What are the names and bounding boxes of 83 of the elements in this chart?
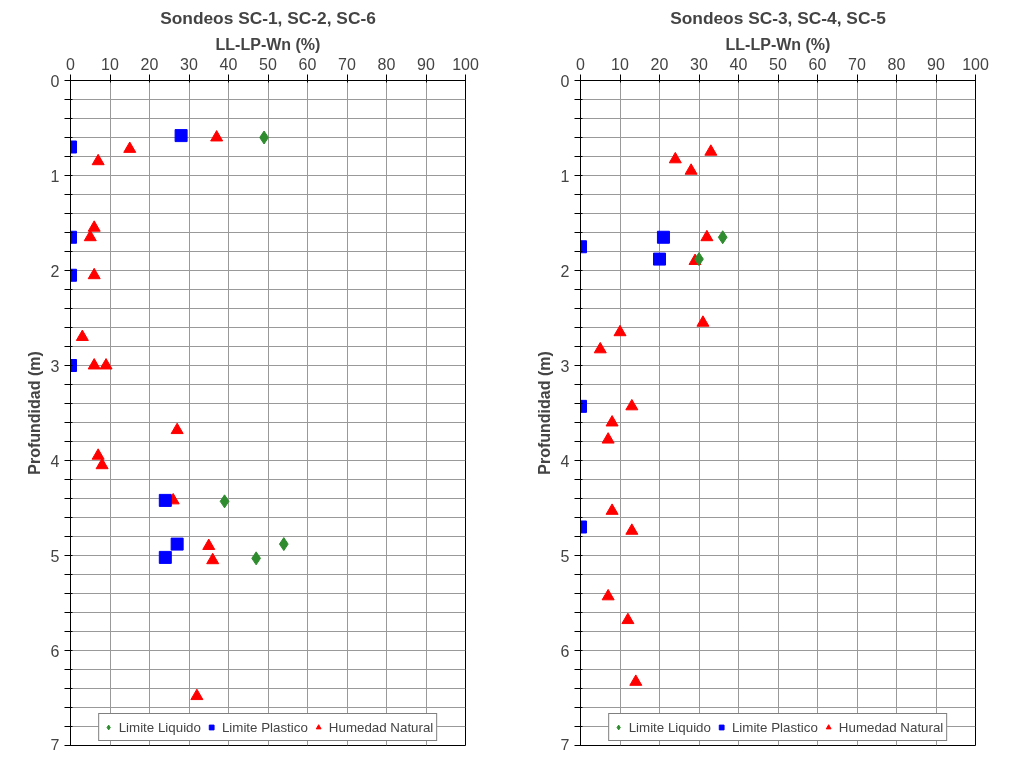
x-tick-label: 10: [611, 55, 629, 73]
x-tick-label: 60: [808, 55, 827, 73]
x-tick-label: 80: [377, 55, 396, 73]
y-tick-label: 2: [560, 262, 570, 280]
point: [613, 324, 627, 337]
y-tick-label: 6: [50, 642, 60, 660]
point: [83, 229, 97, 242]
x-tick-label: 30: [180, 55, 198, 73]
legend-label: Limite Plastico: [731, 719, 818, 735]
point: [75, 329, 89, 341]
point: [219, 494, 230, 509]
x-axis-title: LL-LP-Wn (%): [725, 35, 831, 53]
legend-label: Humedad Natural: [838, 719, 944, 735]
point: [87, 220, 101, 232]
y-tick-label: 1: [560, 167, 570, 185]
point: [605, 415, 619, 427]
legend-label: Limite Plastico: [221, 719, 308, 735]
point: [601, 432, 615, 444]
point: [625, 398, 639, 411]
legend-label: Limite Liquido: [628, 719, 711, 735]
legend-label: Humedad Natural: [328, 719, 434, 735]
x-tick-label: 40: [219, 55, 238, 73]
y-tick-label: 5: [560, 547, 570, 565]
y-axis-title: Profundidad (m): [535, 351, 553, 475]
x-tick-label: 50: [769, 55, 787, 73]
x-tick-label: 0: [576, 55, 586, 73]
y-tick-label: 4: [560, 452, 570, 470]
x-tick-label: 50: [259, 55, 277, 73]
point: [601, 588, 615, 601]
point: [202, 538, 216, 550]
x-tick-label: 90: [417, 55, 435, 73]
x-tick-label: 60: [298, 55, 317, 73]
y-tick-label: 3: [50, 357, 60, 375]
x-tick-label: 100: [962, 55, 989, 73]
y-tick-label: 7: [50, 736, 60, 754]
y-tick-label: 5: [50, 547, 60, 565]
x-tick-label: 70: [848, 55, 866, 73]
point: [123, 141, 137, 153]
chart-title: Sondeos SC-1, SC-2, SC-6: [160, 7, 377, 28]
x-tick-label: 20: [650, 55, 669, 73]
x-axis-title: LL-LP-Wn (%): [215, 35, 321, 53]
legend-label: Limite Liquido: [118, 719, 201, 735]
y-tick-label: 6: [560, 642, 570, 660]
y-tick-label: 2: [50, 262, 60, 280]
x-tick-label: 20: [140, 55, 159, 73]
point: [704, 144, 718, 156]
point: [625, 523, 639, 535]
y-tick-label: 7: [560, 736, 570, 754]
y-tick-label: 1: [50, 167, 60, 185]
x-tick-label: 100: [452, 55, 479, 73]
point: [696, 315, 710, 327]
point: [621, 612, 635, 625]
x-tick-label: 30: [690, 55, 708, 73]
y-tick-label: 3: [560, 357, 570, 375]
point: [91, 153, 105, 166]
point: [629, 674, 643, 686]
point: [593, 341, 607, 354]
point: [99, 358, 113, 370]
x-tick-label: 0: [66, 55, 76, 73]
y-tick-label: 0: [50, 72, 60, 90]
point: [87, 358, 101, 370]
x-tick-label: 70: [338, 55, 356, 73]
x-tick-label: 80: [887, 55, 906, 73]
point: [87, 267, 101, 280]
point: [170, 422, 184, 435]
y-tick-label: 0: [560, 72, 570, 90]
point: [605, 503, 619, 515]
point: [668, 151, 682, 164]
point: [190, 688, 204, 701]
y-axis-title: Profundidad (m): [25, 351, 43, 475]
point: [278, 537, 289, 552]
chart-title: Sondeos SC-3, SC-4, SC-5: [670, 7, 887, 28]
x-tick-label: 90: [927, 55, 945, 73]
point: [210, 130, 224, 142]
y-tick-label: 4: [50, 452, 60, 470]
point: [684, 163, 698, 175]
point: [95, 457, 109, 470]
point: [717, 230, 728, 245]
x-tick-label: 40: [729, 55, 748, 73]
point: [700, 229, 714, 242]
point: [91, 448, 105, 460]
x-tick-label: 10: [101, 55, 119, 73]
point: [206, 552, 220, 565]
